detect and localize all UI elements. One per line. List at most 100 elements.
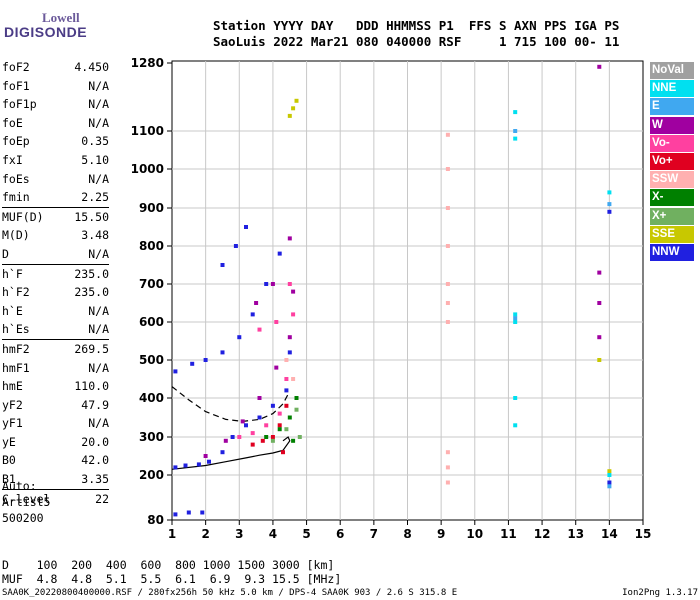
echo-point-x — [284, 427, 289, 432]
echo-point-nnw — [173, 369, 178, 374]
param-row: D N/A — [2, 245, 109, 264]
echo-point-e — [607, 202, 612, 207]
param-name: hmF2 — [2, 341, 30, 356]
echo-point-nnw — [250, 312, 255, 317]
param-value: 235.0 — [74, 266, 109, 281]
echo-point-w — [270, 282, 275, 286]
echo-point-vo — [281, 450, 285, 455]
logo-line2: DIGISONDE — [4, 24, 88, 40]
param-row: foF1p N/A — [2, 95, 109, 114]
echo-point-nne — [513, 136, 518, 141]
param-name: yF1 — [2, 416, 23, 431]
echo-point-ssw — [445, 206, 450, 210]
x-tick-label: 3 — [235, 527, 243, 541]
legend-item-vo: Vo+ — [650, 152, 694, 170]
param-name: h`F — [2, 266, 23, 281]
echo-point-nnw — [220, 350, 225, 355]
muf-row: MUF 4.8 4.8 5.1 5.5 6.1 6.9 9.3 15.5 [MH… — [2, 572, 342, 586]
param-name: h`E — [2, 303, 23, 318]
echo-point-nnw — [233, 244, 238, 248]
echo-point-x — [264, 435, 269, 439]
legend-item-w: W — [650, 116, 694, 134]
x-tick-label: 13 — [567, 527, 584, 541]
station-header: Station YYYY DAY DDD HHMMSS P1 FFS S AXN… — [213, 18, 619, 50]
echo-point-nnw — [186, 510, 191, 515]
param-value: N/A — [88, 416, 109, 431]
echo-point-ssw — [445, 282, 450, 286]
echo-point-nnw — [173, 512, 178, 517]
param-row: M(D) 3.48 — [2, 226, 109, 245]
param-name: B1 — [2, 472, 16, 487]
param-value: N/A — [88, 246, 109, 261]
x-tick-label: 6 — [336, 527, 344, 541]
param-name: foEs — [2, 171, 30, 186]
header-line1: Station YYYY DAY DDD HHMMSS P1 FFS S AXN… — [213, 18, 620, 33]
echo-point-sse — [607, 469, 612, 474]
echo-point-nnw — [244, 423, 248, 428]
y-tick-label: 1100 — [131, 124, 164, 138]
echo-point-x — [294, 407, 299, 412]
legend-item-nne: NNE — [650, 80, 694, 98]
param-row: fmin 2.25 — [2, 188, 109, 207]
echo-point-vo — [277, 423, 282, 428]
echo-point-x — [287, 415, 292, 420]
param-value: 4.450 — [74, 60, 109, 74]
footer-version: Ion2Png 1.3.17 — [622, 588, 698, 598]
param-name: D — [2, 246, 9, 261]
echo-point-nnw — [200, 510, 205, 515]
param-row: B1 3.35 — [2, 470, 109, 489]
param-name: fmin — [2, 190, 30, 205]
param-row: h`Es N/A — [2, 320, 109, 339]
legend-item-nnw: NNW — [650, 243, 694, 261]
auto-label: Auto: — [2, 479, 37, 493]
echo-point-w — [254, 301, 259, 305]
echo-point-vo — [250, 431, 255, 436]
param-row: h`F2 235.0 — [2, 283, 109, 302]
legend: NoVal NNE E W Vo- Vo+ SSW X- X+ SSE NNW — [650, 62, 694, 262]
echo-point-nne — [607, 190, 612, 195]
param-name: M(D) — [2, 228, 30, 243]
param-name: foF2 — [2, 60, 30, 74]
param-name: MUF(D) — [2, 209, 44, 224]
x-tick-label: 11 — [500, 527, 517, 541]
echo-point-nnw — [203, 358, 208, 362]
echo-point-nnw — [237, 335, 242, 340]
parameters-panel: foF2 4.450 foF1 N/A foF1p N/A foE N/A foEp 0.35 fx… — [2, 58, 109, 508]
echo-point-nnw — [277, 251, 282, 256]
param-name: yE — [2, 434, 16, 449]
param-row: foF1 N/A — [2, 77, 109, 96]
param-name: foEp — [2, 134, 30, 149]
profile-curve-solid — [171, 436, 291, 470]
x-tick-label: 5 — [302, 527, 310, 541]
echo-point-w — [274, 365, 279, 370]
echo-point-x — [277, 427, 282, 432]
echo-point-w — [223, 438, 228, 443]
legend-item-noval: NoVal — [650, 62, 694, 79]
param-value: N/A — [88, 303, 109, 318]
distance-muf-table: D 100 200 400 600 800 1000 1500 3000 [km… — [2, 558, 341, 586]
param-value: 2.25 — [81, 190, 109, 205]
auto-code: 500200 — [2, 511, 44, 525]
echo-point-x — [270, 438, 275, 443]
echo-point-e — [607, 484, 612, 489]
x-tick-label: 12 — [534, 527, 551, 541]
param-value: 42.0 — [81, 453, 109, 468]
y-tick-label: 700 — [139, 277, 164, 291]
echo-point-vo — [284, 403, 289, 408]
auto-artist: Artist5 — [2, 495, 51, 509]
param-name: B0 — [2, 453, 16, 468]
echo-point-vo — [274, 320, 279, 324]
echo-point-nnw — [173, 465, 178, 470]
x-tick-label: 7 — [370, 527, 378, 541]
param-name: foF1 — [2, 78, 30, 93]
param-row: yF2 47.9 — [2, 396, 109, 415]
echo-point-w — [597, 64, 602, 69]
echo-point-x — [294, 396, 299, 400]
x-tick-label: 1 — [168, 527, 176, 541]
x-tick-label: 2 — [201, 527, 209, 541]
echo-point-vo — [291, 312, 296, 317]
param-separator — [2, 338, 109, 340]
param-value: N/A — [88, 360, 109, 375]
logo-line1: Lowell — [42, 10, 80, 25]
x-tick-label: 9 — [437, 527, 445, 541]
